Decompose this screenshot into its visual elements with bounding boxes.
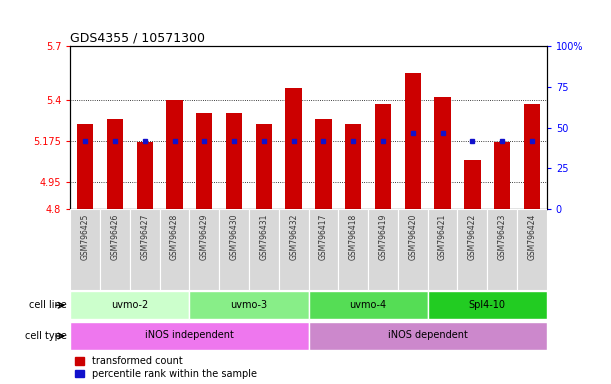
Text: GSM796422: GSM796422 [468, 214, 477, 260]
Legend: transformed count, percentile rank within the sample: transformed count, percentile rank withi… [75, 356, 257, 379]
Bar [309, 209, 338, 290]
Bar [279, 209, 309, 290]
Text: cell type: cell type [25, 331, 67, 341]
Bar [255, 124, 272, 209]
Text: GSM796425: GSM796425 [81, 214, 90, 260]
Bar [494, 142, 510, 209]
Bar [345, 124, 362, 209]
Bar [517, 209, 547, 290]
Text: Spl4-10: Spl4-10 [469, 300, 506, 310]
Bar [136, 142, 153, 209]
Bar [159, 209, 189, 290]
Text: GSM796423: GSM796423 [498, 214, 507, 260]
Text: GSM796429: GSM796429 [200, 214, 209, 260]
Bar [100, 209, 130, 290]
Bar [107, 119, 123, 209]
Text: GSM796419: GSM796419 [379, 214, 387, 260]
Bar [70, 209, 100, 290]
Bar [398, 209, 428, 290]
Text: GSM796418: GSM796418 [349, 214, 357, 260]
Text: uvmo-3: uvmo-3 [230, 300, 268, 310]
Bar [404, 73, 421, 209]
Text: iNOS independent: iNOS independent [145, 330, 234, 340]
Text: GSM796421: GSM796421 [438, 214, 447, 260]
Text: GSM796431: GSM796431 [260, 214, 268, 260]
Bar [249, 209, 279, 290]
Bar [309, 291, 428, 319]
Bar [524, 104, 540, 209]
Text: GSM796424: GSM796424 [527, 214, 536, 260]
Text: GSM796428: GSM796428 [170, 214, 179, 260]
Bar [166, 101, 183, 209]
Bar [285, 88, 302, 209]
Text: GSM796432: GSM796432 [289, 214, 298, 260]
Bar [368, 209, 398, 290]
Bar [219, 209, 249, 290]
Bar [375, 104, 391, 209]
Text: GSM796417: GSM796417 [319, 214, 328, 260]
Bar [226, 113, 243, 209]
Bar [309, 322, 547, 350]
Bar [189, 291, 309, 319]
Bar [189, 209, 219, 290]
Text: uvmo-4: uvmo-4 [349, 300, 387, 310]
Text: GSM796426: GSM796426 [111, 214, 119, 260]
Bar [428, 291, 547, 319]
Bar [315, 119, 332, 209]
Bar [338, 209, 368, 290]
Bar [428, 209, 458, 290]
Bar [434, 97, 451, 209]
Text: GDS4355 / 10571300: GDS4355 / 10571300 [70, 31, 205, 44]
Text: GSM796420: GSM796420 [408, 214, 417, 260]
Text: GSM796427: GSM796427 [141, 214, 149, 260]
Bar [196, 113, 213, 209]
Bar [488, 209, 517, 290]
Text: GSM796430: GSM796430 [230, 214, 238, 260]
Text: uvmo-2: uvmo-2 [111, 300, 148, 310]
Bar [458, 209, 488, 290]
Bar [70, 322, 309, 350]
Text: iNOS dependent: iNOS dependent [388, 330, 467, 340]
Bar [130, 209, 159, 290]
Bar [77, 124, 93, 209]
Bar [70, 291, 189, 319]
Text: cell line: cell line [29, 300, 67, 310]
Bar [464, 160, 481, 209]
